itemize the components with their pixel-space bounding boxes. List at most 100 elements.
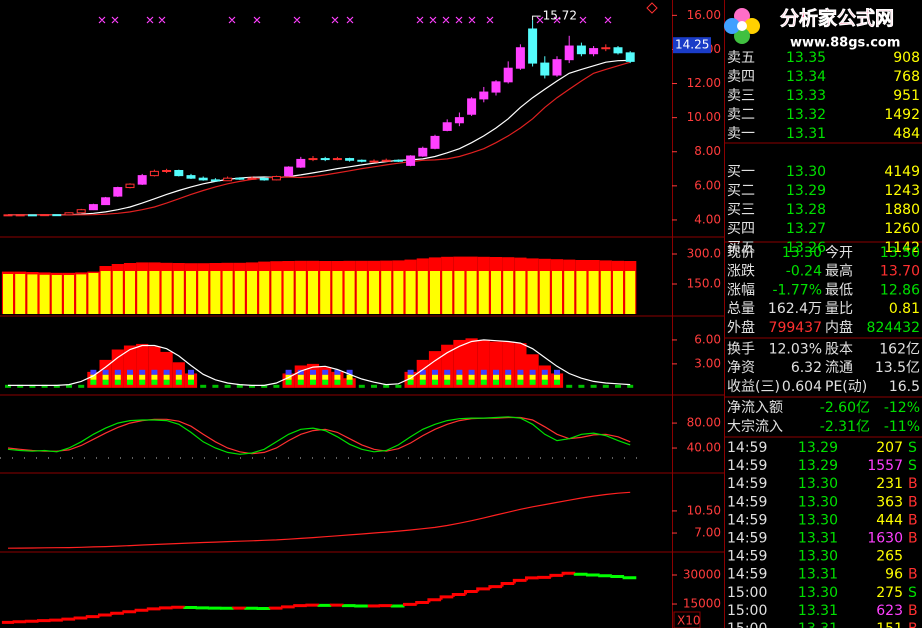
book-volume: 4149 [884,164,920,180]
trade-volume: 207 [876,440,903,456]
indicator-area [502,341,515,388]
indicator-bar [137,271,148,314]
y-tick-label: 12.00 [687,76,721,90]
trade-time: 14:59 [727,458,767,474]
step-segment [159,606,173,610]
quote-label: 量比 [825,301,853,317]
candle-body [125,183,135,189]
indicator-area [465,338,478,388]
indicator-bar [588,271,599,314]
signal-square [310,369,316,375]
indicator-bar [112,271,123,314]
candle-body [101,197,111,206]
candle-body [601,47,611,50]
quote-label: 总量 [727,301,755,317]
candle-body [198,177,208,181]
quote-label: 最低 [825,282,853,298]
book-volume: 1260 [884,221,920,237]
candle-body [515,47,525,69]
step-segment [451,593,466,597]
y-tick-label: 6.00 [694,178,721,192]
book-volume: 1492 [884,107,920,123]
y-tick-label: 16.00 [687,8,721,22]
quote-value: 0.604 [782,379,822,395]
book-label: 卖四 [727,69,755,85]
step-segment [110,611,124,616]
signal-square [90,369,97,375]
book-price: 13.27 [786,221,826,237]
indicator-bar [613,271,623,314]
logo-center [737,21,747,31]
candle-body [174,170,184,177]
quote-label: 现价 [727,245,755,261]
indicator-bar [552,271,562,314]
trade-price: 13.30 [798,549,838,565]
indicator-bar [478,271,489,314]
signal-square [444,374,451,380]
candle-body [479,91,489,100]
book-volume: 1243 [884,183,920,199]
candle-body [528,28,538,64]
quote-label: PE(动) [825,379,867,395]
signal-square [541,374,548,380]
signal-square [541,369,548,375]
candle-body [3,214,13,217]
logo-petal [724,18,740,34]
book-volume: 768 [893,69,920,85]
signal-square [285,369,292,375]
book-label: 卖一 [727,126,755,142]
step-segment [610,575,625,579]
trade-price: 13.31 [798,603,838,619]
quote-value: 16.5 [889,379,920,395]
candle-body [381,159,391,162]
book-price: 13.26 [786,240,826,256]
book-volume: 1142 [884,240,920,256]
signal-square [90,379,97,385]
signal-square [127,369,133,375]
trade-time: 15:00 [727,603,767,619]
quote-label: 今开 [825,245,853,261]
book-volume: 1880 [884,202,920,218]
candle-body [259,177,269,181]
book-price: 13.34 [786,69,826,85]
indicator-bar [247,271,257,314]
quote-value: -1.77% [772,282,822,298]
quote-label: 内盘 [825,319,853,336]
logo-petal [734,8,750,24]
candle-body [113,187,123,197]
signal-square [432,369,438,375]
candle-body [88,204,98,211]
trade-price: 13.31 [798,531,838,547]
candle-body [442,122,452,131]
quote-label: 外盘 [727,319,755,336]
step-segment [281,605,295,609]
signal-square [114,369,121,375]
signal-square [310,379,316,385]
indicator-bar [198,271,209,314]
signal-square [407,369,414,375]
candle-body [332,158,342,161]
trade-side: B [908,494,918,510]
step-segment [61,617,76,621]
signal-square [322,379,329,385]
trade-side: B [908,476,918,492]
candle-body [564,45,574,61]
candle-body [137,175,147,185]
candle-body [235,177,245,180]
candle-body [491,81,501,93]
signal-tick [627,384,634,388]
candle-body [40,214,50,217]
flow-label: 净流入额 [727,400,783,416]
signal-square [346,379,353,385]
trade-price: 13.31 [798,567,838,583]
book-price: 13.33 [786,88,826,104]
signal-square [493,369,499,375]
indicator-bar [210,271,221,314]
signal-square [188,369,194,375]
signal-tick [590,384,597,388]
y-tick-label: 10.50 [687,503,721,517]
price-marker-label: 14.25 [675,38,709,52]
indicator-bar [76,274,87,314]
signal-marks [98,16,612,24]
signal-square [480,374,487,380]
